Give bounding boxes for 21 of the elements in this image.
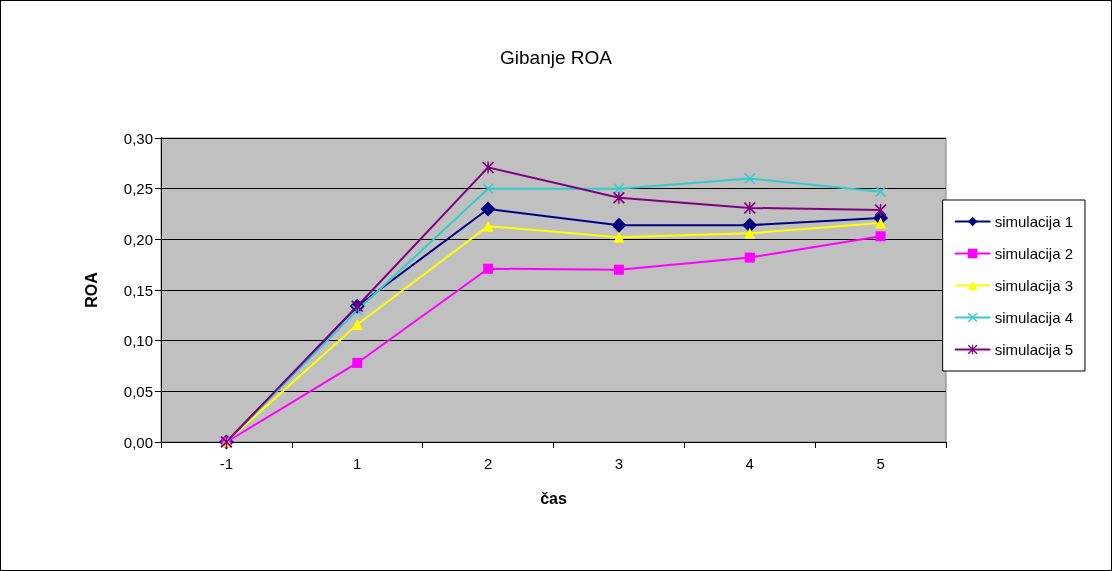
y-tick-label: 0,20 <box>123 230 153 248</box>
chart-title: Gibanje ROA <box>500 47 613 68</box>
y-tick-label: 0,00 <box>123 433 153 451</box>
x-tick-label: 3 <box>614 455 624 472</box>
legend-label: simulacija 1 <box>994 213 1074 230</box>
x-tick-label: 4 <box>745 455 754 472</box>
legend-label: simulacija 2 <box>994 245 1074 262</box>
y-tick-label: 0,30 <box>123 129 153 147</box>
y-axis-title: ROA <box>82 271 100 308</box>
x-tick-label: -1 <box>219 455 234 472</box>
legend-label: simulacija 4 <box>994 309 1074 326</box>
x-axis-title: čas <box>540 489 567 507</box>
y-tick-label: 0,25 <box>123 180 153 198</box>
y-tick-label: 0,05 <box>123 382 153 400</box>
x-tick-label: 1 <box>353 455 362 472</box>
y-tick-label: 0,10 <box>123 332 153 350</box>
x-tick-label: 2 <box>483 455 493 472</box>
legend-label: simulacija 3 <box>994 277 1074 294</box>
legend-label: simulacija 5 <box>994 341 1074 358</box>
x-tick-label: 5 <box>876 455 885 472</box>
y-tick-label: 0,15 <box>123 281 153 299</box>
